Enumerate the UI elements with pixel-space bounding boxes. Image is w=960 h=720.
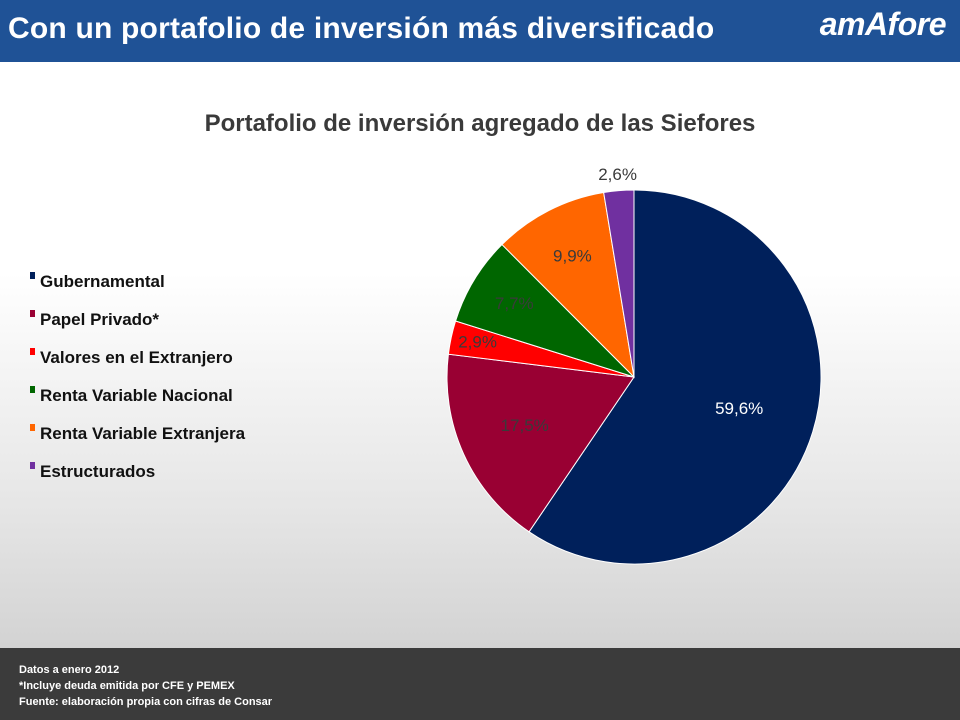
pie-slice [528, 189, 822, 565]
header-bar: Con un portafolio de inversión más diver… [0, 0, 960, 62]
legend-item: Papel Privado* [28, 306, 245, 344]
chart-legend: Gubernamental Papel Privado* Valores en … [28, 268, 245, 496]
pie-slice [501, 191, 635, 379]
legend-label: Renta Variable Nacional [40, 386, 233, 405]
legend-label: Valores en el Extranjero [40, 348, 233, 367]
legend-item: Renta Variable Nacional [28, 382, 245, 420]
legend-swatch [30, 272, 35, 279]
pie-slice [446, 353, 635, 533]
legend-label: Estructurados [40, 462, 156, 481]
brand-logo: amAfore [819, 6, 947, 42]
pie-data-label: 59,6% [715, 399, 763, 418]
footer-note-debt: *Incluye deuda emitida por CFE y PEMEX [19, 680, 235, 692]
pie-data-label: 2,6% [598, 165, 637, 184]
legend-swatch [30, 310, 35, 317]
legend-swatch [30, 386, 35, 393]
legend-swatch [30, 424, 35, 431]
footer-bar: Datos a enero 2012 *Incluye deuda emitid… [0, 648, 960, 720]
legend-item: Renta Variable Extranjera [28, 420, 245, 458]
legend-label: Renta Variable Extranjera [40, 424, 246, 443]
footer-note-date: Datos a enero 2012 [19, 664, 120, 676]
legend-label: Gubernamental [40, 272, 165, 291]
pie-data-label: 17,5% [501, 416, 549, 435]
pie-slice [603, 189, 635, 378]
pie-data-label: 9,9% [553, 246, 592, 265]
legend-swatch [30, 462, 35, 469]
legend-item: Gubernamental [28, 268, 245, 306]
page-title: Con un portafolio de inversión más diver… [8, 12, 715, 45]
legend-label: Papel Privado* [40, 310, 160, 329]
pie-data-label: 2,9% [458, 333, 497, 352]
legend-swatch [30, 348, 35, 355]
chart-title: Portafolio de inversión agregado de las … [204, 110, 756, 137]
legend-item: Estructurados [28, 458, 245, 496]
footer-note-source: Fuente: elaboración propia con cifras de… [19, 696, 273, 708]
legend-item: Valores en el Extranjero [28, 344, 245, 382]
pie-data-label: 7,7% [495, 294, 534, 313]
